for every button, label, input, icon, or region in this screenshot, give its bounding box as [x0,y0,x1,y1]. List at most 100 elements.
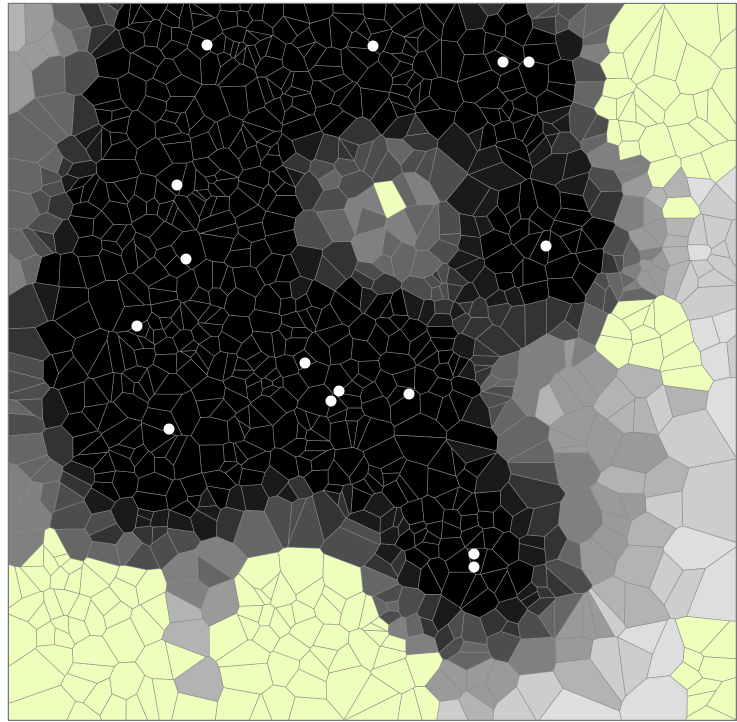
voronoi-cell [562,148,593,181]
voronoi-cell [506,559,535,596]
voronoi-cell [582,176,602,212]
voronoi-cell [319,526,381,568]
voronoi-cell [382,472,401,487]
voronoi-cell [575,248,604,275]
voronoi-cell [325,665,372,720]
voronoi-cell [18,493,53,531]
site-marker [523,56,535,68]
voronoi-cell [295,293,312,313]
voronoi-cell [225,484,247,512]
voronoi-cell [183,299,212,322]
voronoi-cell [131,213,165,239]
voronoi-cell [356,60,393,93]
voronoi-cell [547,319,579,342]
voronoi-cell [531,16,557,36]
voronoi-cell [528,229,552,267]
voronoi-cell [615,363,664,399]
voronoi-cell [163,320,181,339]
voronoi-cell [606,119,623,147]
voronoi-cell [234,46,247,65]
voronoi-cell [231,369,255,380]
voronoi-cell [522,257,548,286]
voronoi-cell [256,130,283,148]
voronoi-cell [77,255,107,290]
voronoi-cell [499,304,526,349]
voronoi-cell [363,134,389,180]
voronoi-cell [528,206,555,232]
voronoi-cell [447,283,464,303]
voronoi-cell [427,377,453,398]
voronoi-cell [548,372,585,415]
site-marker [201,39,213,51]
voronoi-cell [698,656,737,682]
voronoi-cell [452,355,470,378]
voronoi-cell [134,638,174,680]
voronoi-cell [59,470,92,499]
voronoi-cell [425,520,444,540]
voronoi-cell [332,2,364,15]
site-marker [325,395,337,407]
voronoi-cell [568,101,598,144]
voronoi-cell [198,336,221,357]
voronoi-cell [517,59,549,98]
voronoi-cell [291,599,317,625]
voronoi-cell [660,319,695,359]
voronoi-cell [7,2,27,53]
site-marker [468,548,480,560]
voronoi-cell [7,157,43,195]
voronoi-cell [305,410,321,430]
voronoi-cell [208,287,228,309]
voronoi-cell [234,440,267,460]
voronoi-cell [680,152,712,180]
voronoi-cell [504,13,534,47]
voronoi-cell [92,450,116,475]
site-markers [131,39,552,573]
voronoi-cell [593,95,617,121]
voronoi-cell [36,620,56,647]
site-marker [333,385,345,397]
voronoi-cell [363,292,394,321]
voronoi-cell [400,498,425,526]
voronoi-cell [476,510,495,530]
voronoi-cells [7,2,737,721]
voronoi-cell [238,468,266,487]
site-marker [403,388,415,400]
voronoi-cell [413,338,438,366]
voronoi-cell [25,480,44,502]
voronoi-cell [433,486,459,510]
voronoi-cell [613,194,645,232]
voronoi-cell [405,113,430,137]
voronoi-cell [218,461,239,474]
voronoi-cell [663,2,722,58]
site-marker [468,561,480,573]
voronoi-cell [512,114,537,142]
voronoi-cell [304,440,335,452]
voronoi-cell [178,2,194,33]
voronoi-cell [382,31,407,55]
voronoi-cell [461,317,494,340]
voronoi-cell [108,576,140,610]
voronoi-cell [433,298,454,315]
voronoi-cell [438,200,461,236]
voronoi-cell [133,172,158,203]
voronoi-cell [216,115,244,149]
voronoi-cell [321,584,347,615]
voronoi-cell [312,623,350,651]
voronoi-cell [517,346,557,391]
voronoi-cell [216,506,245,544]
voronoi-cell [526,501,562,537]
voronoi-cell [51,350,74,374]
site-marker [180,253,192,265]
voronoi-cell [34,319,76,355]
voronoi-cell [438,536,466,562]
voronoi-cell [195,189,212,201]
voronoi-cell [195,397,225,418]
voronoi-cell [436,262,450,284]
voronoi-cell [84,599,107,637]
voronoi-cell [101,138,138,160]
voronoi-cell [599,313,633,341]
voronoi-cell [115,531,143,566]
voronoi-cell [53,553,72,568]
